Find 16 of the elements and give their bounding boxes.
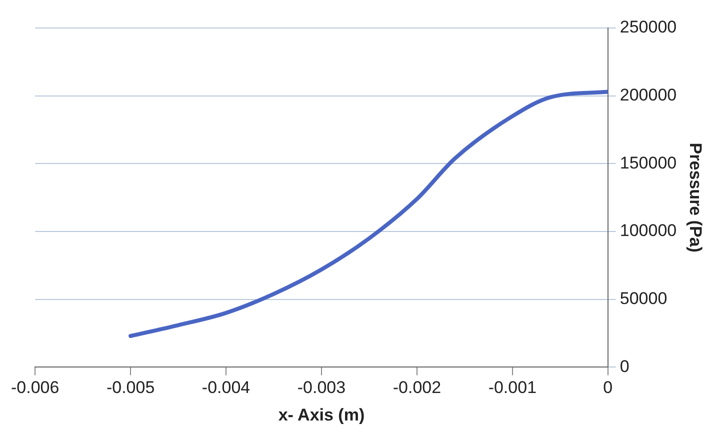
x-tick-label: -0.003 xyxy=(297,378,346,398)
x-tick-label: -0.006 xyxy=(11,378,60,398)
line-series xyxy=(128,90,608,338)
x-tick-label: -0.002 xyxy=(392,378,442,398)
x-tick-label: -0.001 xyxy=(488,378,537,398)
x-tick-label: -0.005 xyxy=(106,378,155,398)
y-tick-label: 50000 xyxy=(620,289,668,308)
y-tick-label: 250000 xyxy=(620,18,677,37)
y-tick-label: 0 xyxy=(620,356,630,376)
y-tick-label: 200000 xyxy=(620,86,677,105)
y-tick-label: 100000 xyxy=(620,221,677,240)
y-tick-label: 150000 xyxy=(620,153,677,172)
x-tick-label: 0 xyxy=(603,378,613,398)
y-axis-title: Pressure (Pa) xyxy=(686,142,706,252)
x-axis-title: x- Axis (m) xyxy=(278,405,365,424)
x-tick-label: -0.004 xyxy=(202,378,250,398)
